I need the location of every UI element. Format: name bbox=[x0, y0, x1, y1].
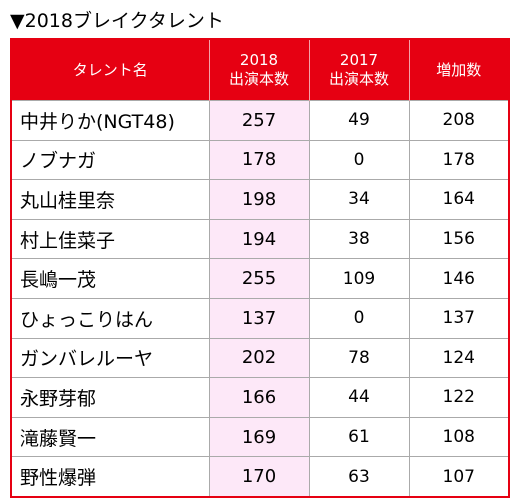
table-row: 長嶋一茂 255 109 146 bbox=[10, 258, 510, 299]
count-cell: 61 bbox=[308, 416, 410, 458]
talent-name: 中井りか(NGT48) bbox=[10, 100, 210, 141]
table-row: ノブナガ 178 0 178 bbox=[10, 139, 510, 181]
count-cell: 38 bbox=[308, 218, 410, 260]
count-cell: 169 bbox=[208, 416, 310, 458]
count-cell: 257 bbox=[208, 100, 310, 141]
count-cell: 194 bbox=[208, 218, 310, 260]
table-row: ガンバレルーヤ 202 78 124 bbox=[10, 337, 510, 379]
table-row: 野性爆弾 170 63 107 bbox=[10, 456, 510, 498]
talent-name: ひょっこりはん bbox=[10, 297, 210, 339]
count-cell: 202 bbox=[208, 337, 310, 379]
count-cell: 63 bbox=[308, 456, 410, 498]
table-row: 村上佳菜子 194 38 156 bbox=[10, 218, 510, 260]
talent-name: 野性爆弾 bbox=[10, 456, 210, 498]
table-row: 丸山桂里奈 198 34 164 bbox=[10, 179, 510, 220]
count-cell: 0 bbox=[308, 139, 410, 181]
count-cell: 108 bbox=[408, 416, 510, 458]
table-row: 永野芽郁 166 44 122 bbox=[10, 377, 510, 418]
ranking-table: タレント名 2018 出演本数 2017 出演本数 増加数 中井りか(NGT48) 25… bbox=[10, 38, 510, 498]
talent-name: 長嶋一茂 bbox=[10, 258, 210, 299]
talent-name: 丸山桂里奈 bbox=[10, 179, 210, 220]
count-cell: 208 bbox=[408, 100, 510, 141]
count-cell: 124 bbox=[408, 337, 510, 379]
count-cell: 49 bbox=[308, 100, 410, 141]
count-cell: 107 bbox=[408, 456, 510, 498]
column-header: 2017 出演本数 bbox=[308, 39, 409, 101]
talent-name: ノブナガ bbox=[10, 139, 210, 181]
talent-name: 村上佳菜子 bbox=[10, 218, 210, 260]
count-cell: 0 bbox=[308, 297, 410, 339]
column-header: 増加数 bbox=[408, 39, 509, 101]
count-cell: 178 bbox=[408, 139, 510, 181]
talent-name: ガンバレルーヤ bbox=[10, 337, 210, 379]
count-cell: 170 bbox=[208, 456, 310, 498]
count-cell: 137 bbox=[408, 297, 510, 339]
count-cell: 164 bbox=[408, 179, 510, 220]
table-body: 中井りか(NGT48) 257 49 208 ノブナガ 178 0 178 丸山桂里奈 198 34… bbox=[10, 100, 510, 498]
column-header: タレント名 bbox=[11, 39, 209, 101]
count-cell: 44 bbox=[308, 377, 410, 418]
count-cell: 109 bbox=[308, 258, 410, 299]
count-cell: 78 bbox=[308, 337, 410, 379]
count-cell: 255 bbox=[208, 258, 310, 299]
table-row: 滝藤賢一 169 61 108 bbox=[10, 416, 510, 458]
header-row: タレント名 2018 出演本数 2017 出演本数 増加数 bbox=[11, 39, 509, 101]
title: ▼2018ブレイクタレント bbox=[10, 10, 224, 32]
count-cell: 146 bbox=[408, 258, 510, 299]
table-row: 中井りか(NGT48) 257 49 208 bbox=[10, 100, 510, 141]
talent-name: 滝藤賢一 bbox=[10, 416, 210, 458]
count-cell: 198 bbox=[208, 179, 310, 220]
count-cell: 137 bbox=[208, 297, 310, 339]
count-cell: 178 bbox=[208, 139, 310, 181]
count-cell: 166 bbox=[208, 377, 310, 418]
count-cell: 122 bbox=[408, 377, 510, 418]
column-header: 2018 出演本数 bbox=[208, 39, 309, 101]
table-row: ひょっこりはん 137 0 137 bbox=[10, 297, 510, 339]
count-cell: 34 bbox=[308, 179, 410, 220]
talent-name: 永野芽郁 bbox=[10, 377, 210, 418]
count-cell: 156 bbox=[408, 218, 510, 260]
